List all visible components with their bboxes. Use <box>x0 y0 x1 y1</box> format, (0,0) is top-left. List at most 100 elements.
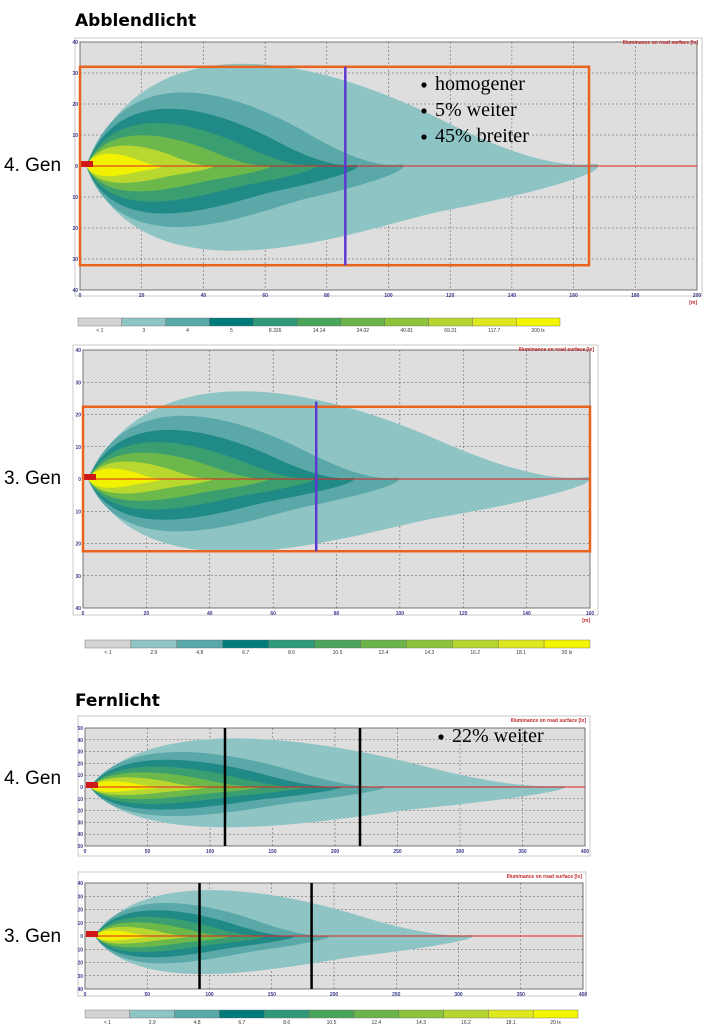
legend-swatch <box>452 639 499 649</box>
x-tick-label: 20 <box>139 293 145 299</box>
legend-label: 8.326 <box>269 328 282 334</box>
x-tick-label: 80 <box>324 293 330 299</box>
y-tick-label: 30 <box>72 257 78 263</box>
y-tick-label: 0 <box>80 785 83 791</box>
legend-swatch <box>165 317 210 327</box>
note: 45% breiter <box>435 125 529 147</box>
legend-label: 10.5 <box>327 1020 337 1024</box>
legend-swatch <box>515 317 561 327</box>
legend-swatch <box>129 1009 175 1019</box>
legend-swatch <box>121 317 166 327</box>
legend-swatch <box>384 317 429 327</box>
legend-label: 12.4 <box>379 650 389 656</box>
x-tick-label: 40 <box>201 293 207 299</box>
y-tick-label: 40 <box>72 288 78 294</box>
legend-swatch <box>406 639 453 649</box>
legend-label: < 1 <box>104 1020 111 1024</box>
bullet <box>421 82 427 88</box>
x-tick-label: 400 <box>581 849 590 855</box>
legend-label: 20 lx <box>562 650 573 656</box>
y-tick-label: 20 <box>77 761 83 767</box>
legend-label: 24.02 <box>357 328 370 334</box>
legend-label: 3 <box>142 328 145 334</box>
y-tick-label: 40 <box>77 881 83 887</box>
legend-label: 4.8 <box>196 650 203 656</box>
x-tick-label: 0 <box>82 611 85 617</box>
legend-swatch <box>488 1009 534 1019</box>
y-tick-label: 20 <box>72 102 78 108</box>
legend-label: 10.5 <box>333 650 343 656</box>
legend-label: 18.1 <box>516 650 526 656</box>
vehicle-marker <box>86 931 98 937</box>
y-tick-label: 30 <box>75 380 81 386</box>
legend-label: 4.8 <box>194 1020 201 1024</box>
legend-label: < 1 <box>104 650 111 656</box>
legend-swatch <box>209 317 254 327</box>
generation-label: 3. Gen <box>4 468 61 489</box>
legend-label: 200 lx <box>531 328 545 334</box>
legend-label: 8.6 <box>283 1020 290 1024</box>
x-tick-label: 60 <box>262 293 268 299</box>
x-tick-label: 40 <box>207 611 213 617</box>
x-tick-label: 180 <box>631 293 640 299</box>
y-tick-label: 10 <box>75 509 81 515</box>
x-tick-label: 140 <box>508 293 517 299</box>
legend-swatch <box>398 1009 444 1019</box>
bullet <box>438 734 444 740</box>
legend-swatch <box>84 1009 131 1019</box>
x-tick-label: 400 <box>579 992 588 998</box>
y-tick-label: 30 <box>77 894 83 900</box>
y-tick-label: 10 <box>77 773 83 779</box>
legend-label: 2.9 <box>150 650 157 656</box>
legend-label: 18.1 <box>506 1020 516 1024</box>
x-tick-label: 300 <box>454 992 463 998</box>
x-tick-label: 150 <box>268 992 277 998</box>
legend-swatch <box>296 317 342 327</box>
legend-label: 117.7 <box>488 328 500 334</box>
legend-label: 5 <box>230 328 233 334</box>
y-tick-label: 20 <box>77 961 83 967</box>
x-tick-label: 120 <box>446 293 455 299</box>
y-tick-label: 10 <box>72 195 78 201</box>
plot-header: Illuminance on road surface [lx] <box>623 40 699 46</box>
legend-swatch <box>77 317 123 327</box>
legend-swatch <box>353 1009 399 1019</box>
legend-swatch <box>84 639 132 649</box>
y-tick-label: 0 <box>80 934 83 940</box>
bullet <box>421 134 427 140</box>
x-tick-label: 80 <box>334 611 340 617</box>
x-tick-label: 0 <box>84 992 87 998</box>
legend-swatch <box>472 317 517 327</box>
legend-label: 2.9 <box>149 1020 156 1024</box>
x-tick-label: 100 <box>384 293 393 299</box>
y-tick-label: 40 <box>75 348 81 354</box>
isolux-area <box>88 468 164 488</box>
legend-swatch <box>174 1009 220 1019</box>
x-tick-label: 200 <box>693 293 702 299</box>
legend-swatch <box>130 639 178 649</box>
y-tick-label: 0 <box>75 164 78 170</box>
plot-header: Illuminance on road surface [lx] <box>519 347 595 353</box>
range-box <box>78 65 591 267</box>
x-tick-label: 350 <box>517 992 526 998</box>
y-tick-label: 20 <box>75 413 81 419</box>
x-tick-label: 0 <box>84 849 87 855</box>
x-tick-label: 250 <box>392 992 401 998</box>
x-tick-label: 150 <box>268 849 277 855</box>
y-tick-label: 40 <box>77 832 83 838</box>
y-tick-label: 0 <box>78 477 81 483</box>
plot-header: Illuminance on road surface [lx] <box>511 718 587 724</box>
y-tick-label: 30 <box>77 820 83 826</box>
legend-swatch <box>253 317 298 327</box>
x-tick-label: 200 <box>331 849 340 855</box>
y-tick-label: 40 <box>72 40 78 46</box>
legend-label: 6.7 <box>242 650 249 656</box>
y-tick-label: 10 <box>77 947 83 953</box>
legend-swatch <box>222 639 269 649</box>
legend-label: 4 <box>186 328 189 334</box>
y-tick-label: 20 <box>77 908 83 914</box>
y-tick-label: 20 <box>72 226 78 232</box>
y-tick-label: 30 <box>72 71 78 77</box>
vehicle-marker <box>86 782 98 788</box>
note: 5% weiter <box>435 99 517 121</box>
